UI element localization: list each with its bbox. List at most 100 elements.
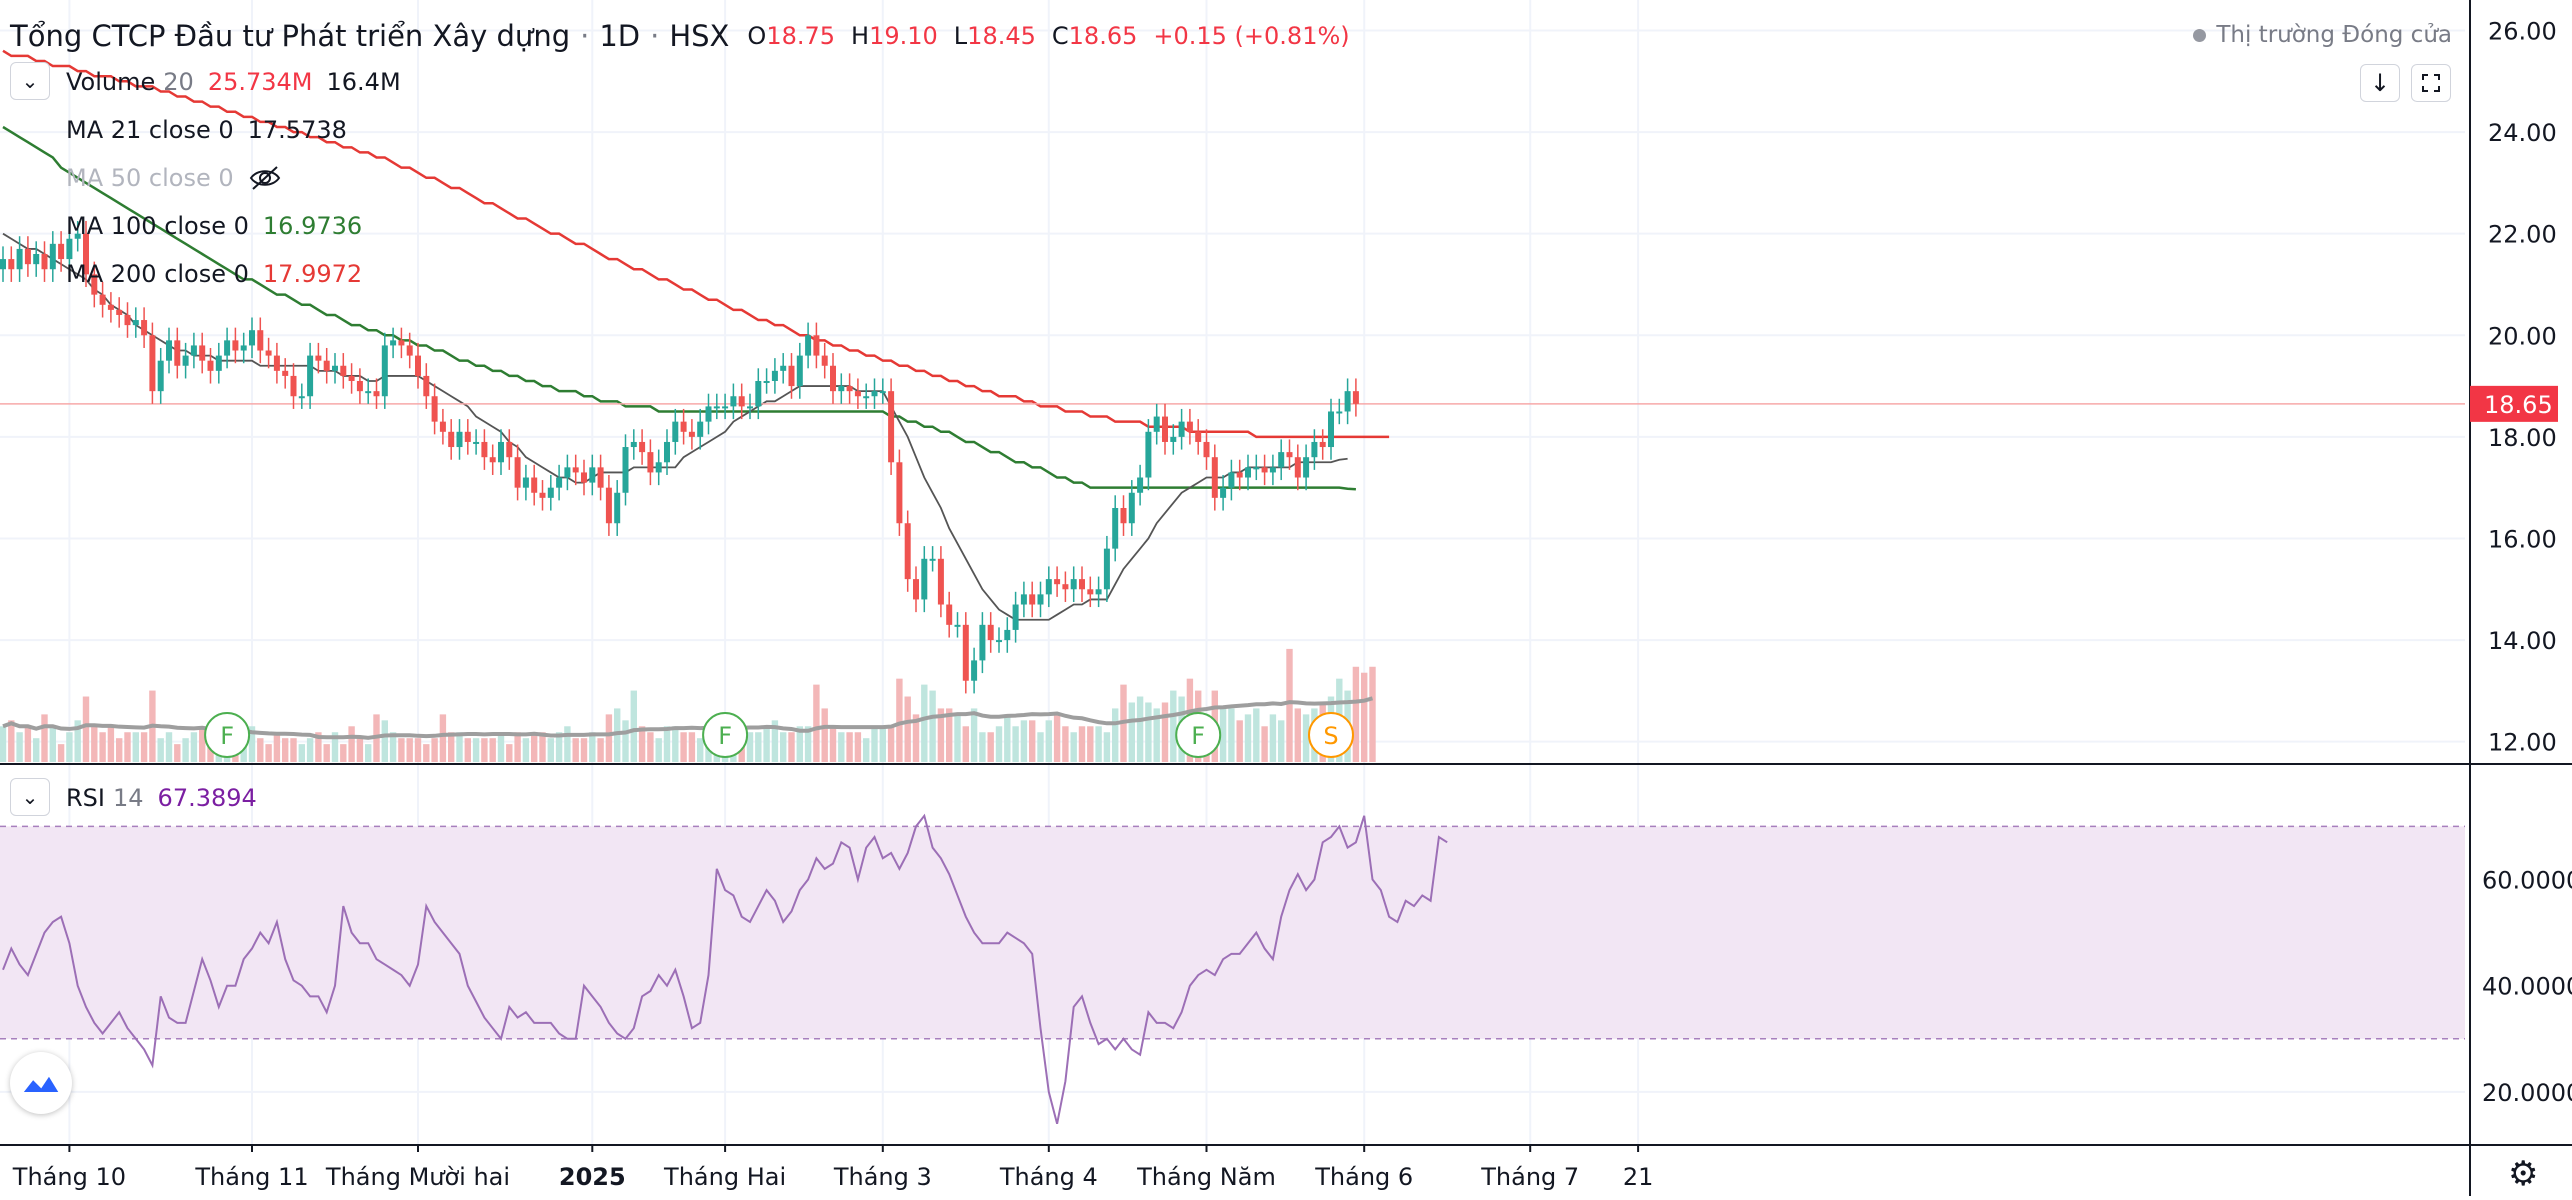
candle-body [581,472,587,483]
volume-bar [771,720,779,762]
legend-collapse-button[interactable]: ⌄ [10,62,50,100]
volume-bar [1153,708,1160,762]
candle-body [157,360,164,392]
price-tick-label: 22.00 [2488,221,2557,249]
market-status-text: Thị trường Đóng cửa [2216,22,2452,48]
legend-ma100[interactable]: MA 100 close 0 16.9736 [66,206,362,246]
candle-body [1228,472,1235,488]
candle-body [1286,452,1293,458]
symbol-title[interactable]: Tổng CTCP Đầu tư Phát triển Xây dựng [10,19,571,53]
interval-label[interactable]: 1D [599,19,641,53]
volume-bar [879,726,886,762]
candle-body [622,447,629,493]
candle-body [514,457,521,488]
scroll-down-button[interactable]: ↓ [2360,64,2400,102]
time-tick-label: Tháng Hai [663,1163,786,1191]
candle-body [1261,467,1268,473]
volume-bar [954,714,961,762]
volume-bar [1369,666,1376,762]
price-axis[interactable]: 26.00 24.00 22.00 20.00 18.00 16.00 14.00 12.00… [2470,17,2572,1107]
volume-bar [1062,726,1069,762]
maximize-button[interactable] [2411,64,2451,102]
candle-body [738,396,745,407]
volume-bar [1103,732,1111,762]
volume-bar [1294,708,1301,762]
time-axis[interactable]: Tháng 10 Tháng 11 Tháng Mười hai 2025 Tháng … [12,1145,1654,1191]
candle-body [1319,441,1326,448]
candle-body [846,386,853,392]
candle-body [498,441,504,463]
axis-area [2470,0,2572,1196]
volume-bar [273,732,281,762]
candle-body [871,391,878,397]
candle-body [199,345,206,361]
candle-body [207,360,214,371]
exchange-label: HSX [669,19,730,53]
candlesticks[interactable] [0,220,1359,694]
candle-body [307,355,314,397]
tradingview-logo-icon[interactable] [10,1052,72,1114]
legend-ma50[interactable]: MA 50 close 0 [66,158,282,198]
volume-bar [8,720,15,762]
volume-bar [838,732,845,762]
legend-ma21[interactable]: MA 21 close 0 17.5738 [66,110,347,150]
candle-body [639,441,646,453]
volume-bar [398,738,405,762]
candle-body [913,579,919,600]
candle-body [688,431,695,437]
volume-bar [1112,708,1119,762]
ohlc-low: L18.45 [953,22,1036,50]
volume-bar [199,726,206,762]
volume-bar [946,708,953,762]
candle-body [398,340,405,346]
candle-body [33,254,40,265]
candle-body [116,309,123,315]
legend-rsi[interactable]: RSI 14 67.3894 [66,778,257,818]
volume-bar [1278,720,1285,762]
rsi-collapse-button[interactable]: ⌄ [10,778,50,816]
volume-bar [406,738,413,762]
price-tick-label: 16.00 [2488,525,2557,553]
volume-bar [680,732,687,762]
volume-bar [257,738,264,762]
volume-bar [356,738,364,762]
candle-body [763,381,770,383]
volume-bar [755,732,762,762]
candle-body [672,421,679,442]
volume-bar [1004,714,1011,762]
volume-bar [622,720,629,762]
candle-body [547,487,554,498]
candle-body [166,340,172,361]
volume-bar [381,720,388,762]
gear-icon[interactable]: ⚙ [2508,1154,2539,1194]
eye-off-icon[interactable] [248,164,282,192]
candle-body [1137,477,1144,493]
price-change: +0.15 (+0.81%) [1153,22,1350,50]
time-tick-label: Tháng 3 [833,1163,932,1191]
volume-bar [439,714,447,762]
candle-body [257,330,264,351]
legend-volume[interactable]: Volume 20 25.734M 16.4M [66,62,401,102]
volume-bar [464,738,471,762]
volume-bar [82,696,90,762]
legend-ma200[interactable]: MA 200 close 0 17.9972 [66,254,362,294]
volume-bar [190,732,198,762]
volume-bar [1029,720,1036,762]
volume-bar [630,690,637,762]
price-tick-label: 24.00 [2488,119,2557,147]
candle-body [796,355,803,387]
candle-body [1045,579,1052,595]
expand-icon [2422,74,2440,92]
volume-bar [24,726,32,762]
volume-bar [1244,714,1252,762]
candle-body [1162,416,1168,442]
candle-body [664,441,670,463]
legend-volume-param: 20 [163,68,194,96]
candle-body [481,441,488,458]
volume-bar [821,708,828,762]
status-dot-icon [2193,28,2207,42]
candle-body [647,452,654,473]
